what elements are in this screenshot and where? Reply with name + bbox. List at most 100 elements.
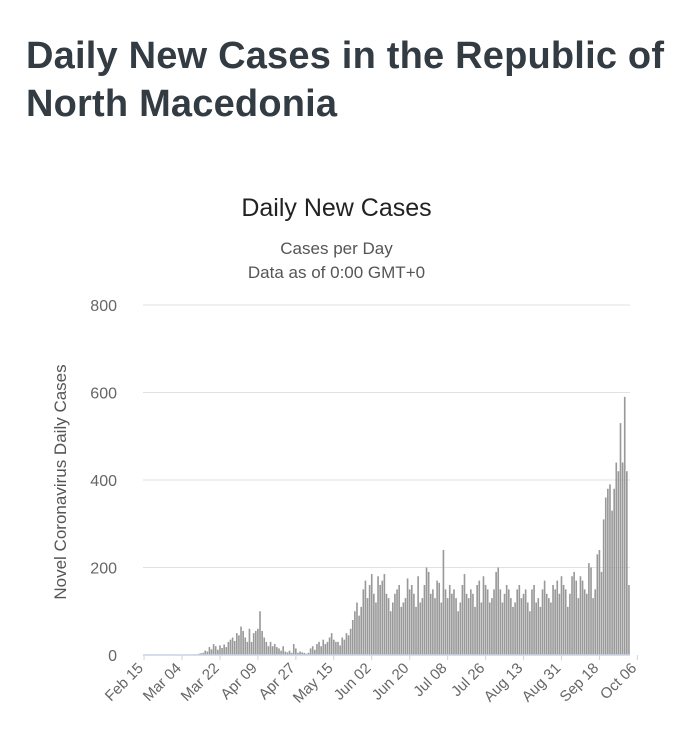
bar xyxy=(461,585,464,655)
bar xyxy=(459,602,462,655)
y-tick-label: 200 xyxy=(90,561,117,578)
bar xyxy=(248,628,251,655)
bar xyxy=(423,585,426,655)
bar xyxy=(520,598,523,656)
bar xyxy=(571,576,573,655)
bar xyxy=(233,641,236,655)
bar xyxy=(231,637,234,655)
bar xyxy=(526,602,529,655)
bar xyxy=(602,519,605,656)
bar xyxy=(598,550,601,655)
bar xyxy=(619,423,622,656)
bar xyxy=(242,630,244,655)
bar xyxy=(335,641,337,656)
bar xyxy=(465,593,468,655)
bar xyxy=(442,550,445,655)
x-tick-label: Oct 06 xyxy=(597,660,640,703)
bar xyxy=(345,633,348,656)
bar xyxy=(330,633,333,656)
bar xyxy=(505,585,508,655)
x-tick-label: Jul 08 xyxy=(410,660,450,700)
bar xyxy=(558,593,561,655)
x-tick-label: Apr 09 xyxy=(217,660,260,703)
bar xyxy=(318,641,320,656)
bar xyxy=(314,649,316,655)
bar xyxy=(259,611,261,655)
page-title: Daily New Cases in the Republic of North… xyxy=(26,35,665,125)
bar xyxy=(486,589,489,656)
bar xyxy=(398,585,400,655)
bar xyxy=(347,635,350,655)
x-tick-label: Aug 31 xyxy=(519,660,565,706)
bar xyxy=(301,652,303,656)
x-tick-label: Mar 04 xyxy=(140,660,185,705)
bar xyxy=(311,646,314,655)
bar xyxy=(550,602,552,655)
bar xyxy=(484,585,487,655)
chart-title: Daily New Cases xyxy=(241,194,432,222)
chart-subtitle-line-1: Cases per Day xyxy=(280,239,393,258)
bar xyxy=(577,598,580,656)
bar xyxy=(438,582,441,655)
bar xyxy=(214,646,217,655)
bar xyxy=(529,611,531,655)
grid-lines xyxy=(143,304,630,568)
bar xyxy=(482,576,485,655)
bar xyxy=(491,598,493,656)
bar xyxy=(493,589,495,656)
bar xyxy=(389,611,392,655)
bar xyxy=(370,574,373,655)
bar xyxy=(392,602,394,655)
bar xyxy=(263,637,266,655)
bar xyxy=(566,606,569,656)
bar xyxy=(480,602,483,655)
bar xyxy=(453,589,455,656)
bar xyxy=(356,602,358,655)
bar xyxy=(360,606,363,656)
bar xyxy=(212,644,215,655)
x-tick-label: Mar 22 xyxy=(178,660,223,705)
bar xyxy=(432,589,434,656)
bar xyxy=(339,645,341,656)
bar xyxy=(278,648,280,655)
bar xyxy=(448,585,451,655)
bar xyxy=(543,580,546,656)
bar xyxy=(539,606,542,656)
x-tick-label: Feb 15 xyxy=(102,660,147,705)
bar xyxy=(556,580,559,656)
bar xyxy=(288,650,291,656)
bar xyxy=(583,589,586,656)
bar xyxy=(269,641,272,656)
bar xyxy=(322,639,325,655)
bar xyxy=(609,484,611,656)
bar xyxy=(510,598,512,656)
bar xyxy=(463,574,466,655)
bar xyxy=(531,589,533,656)
bar xyxy=(417,576,419,655)
bar xyxy=(286,652,289,656)
bar xyxy=(265,641,268,656)
bar xyxy=(434,598,436,656)
bar xyxy=(457,611,459,655)
bar xyxy=(394,593,396,655)
bar xyxy=(379,585,381,655)
bar xyxy=(533,585,535,655)
y-tick-label: 0 xyxy=(108,648,117,665)
bar xyxy=(446,598,449,656)
bar xyxy=(307,652,310,655)
bar xyxy=(588,563,590,656)
bar xyxy=(501,602,504,655)
bar xyxy=(569,593,571,655)
bar xyxy=(581,580,584,656)
bar xyxy=(604,497,607,655)
bar xyxy=(208,647,211,656)
bar xyxy=(295,648,297,655)
bar xyxy=(476,585,478,655)
bar xyxy=(254,630,257,655)
bar xyxy=(219,645,221,656)
bar xyxy=(548,598,550,656)
bar xyxy=(324,644,327,655)
bar xyxy=(600,571,603,656)
bar xyxy=(579,576,582,655)
